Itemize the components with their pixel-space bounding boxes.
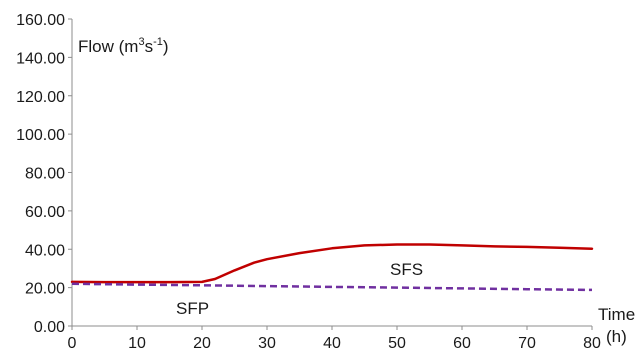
y-tick-label: 100.00: [16, 127, 65, 144]
y-tick-label: 160.00: [16, 12, 65, 29]
y-tick-label: 80.00: [25, 166, 65, 183]
x-tick-label: 80: [583, 335, 601, 352]
series-layer: [70, 243, 594, 292]
axes: [71, 19, 592, 327]
y-axis-label: Flow (m3s-1): [78, 36, 169, 56]
series-line-sfs: [70, 243, 594, 284]
x-tick-label: 50: [388, 335, 406, 352]
ylabel-end: ): [163, 37, 169, 56]
y-tick-label: 20.00: [25, 281, 65, 298]
series-label-sfs: SFS: [390, 260, 423, 279]
series-label-sfp: SFP: [176, 299, 209, 318]
x-tick-label: 70: [518, 335, 536, 352]
x-tick-label: 20: [193, 335, 211, 352]
x-axis-label-unit: (h): [606, 327, 627, 346]
x-tick-label: 60: [453, 335, 471, 352]
y-tick-label: 0.00: [34, 319, 65, 336]
ylabel-mid: s: [145, 37, 154, 56]
ylabel-superscript-1: 3: [138, 36, 144, 48]
y-tick-label: 40.00: [25, 242, 65, 259]
y-tick-label: 140.00: [16, 50, 65, 67]
x-tick-label: 10: [128, 335, 146, 352]
x-tick-label: 0: [68, 335, 77, 352]
x-axis-label-time: Time: [598, 305, 635, 324]
x-tick-label: 30: [258, 335, 276, 352]
series-line-sfp: [71, 282, 593, 292]
y-tick-label: 120.00: [16, 89, 65, 106]
x-tick-labels: 0 10 20 30 40 50 60 70 80: [68, 326, 601, 352]
x-tick-label: 40: [323, 335, 341, 352]
ylabel-main: Flow (m: [78, 37, 138, 56]
y-tick-label: 60.00: [25, 204, 65, 221]
ylabel-superscript-2: -1: [153, 36, 163, 48]
y-tick-labels: 0.00 20.00 40.00 60.00 80.00 100.00 120.00 140.…: [16, 12, 72, 336]
